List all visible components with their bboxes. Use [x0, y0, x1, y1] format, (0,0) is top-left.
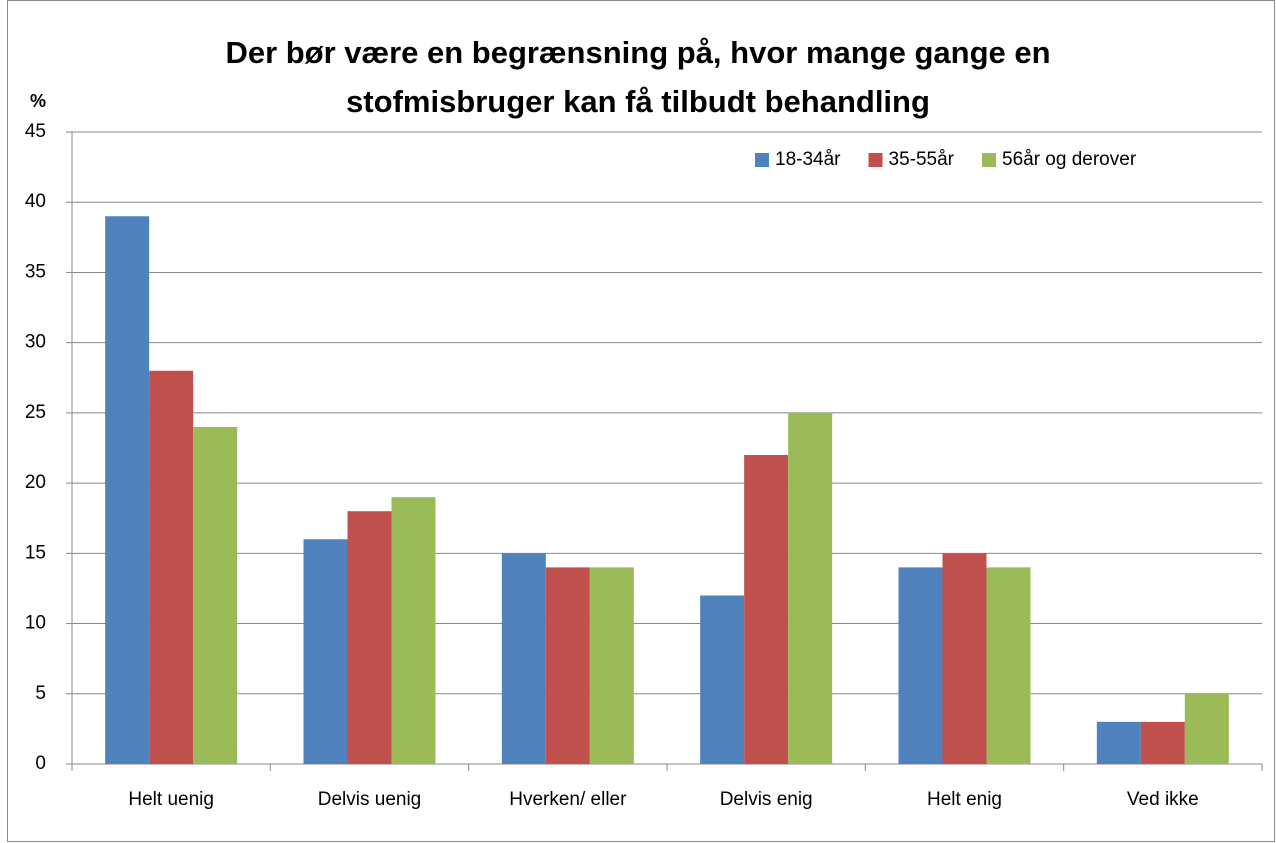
bar	[898, 567, 943, 764]
bar	[700, 595, 745, 764]
bar	[303, 539, 348, 764]
legend-swatch	[982, 153, 996, 167]
y-tick-label: 30	[25, 332, 46, 353]
bar	[589, 567, 634, 764]
bar	[1184, 693, 1229, 764]
bar	[545, 567, 590, 764]
x-tick-label: Hverken/ eller	[509, 789, 627, 810]
y-tick-label: 15	[25, 542, 46, 563]
chart-title: stofmisbruger kan få tilbudt behandling	[346, 84, 930, 119]
y-tick-label: 25	[25, 402, 46, 423]
bar	[1096, 721, 1141, 764]
y-tick-label: 45	[25, 121, 46, 142]
legend-label: 35-55år	[889, 149, 955, 170]
legend-swatch	[868, 153, 883, 167]
bar	[986, 567, 1031, 764]
y-tick-label: 40	[25, 191, 46, 212]
bar	[1140, 721, 1185, 764]
bar	[744, 455, 789, 764]
bar	[391, 497, 436, 764]
bar	[149, 370, 194, 764]
bar	[942, 553, 987, 764]
y-tick-label: 0	[35, 753, 46, 774]
bar	[347, 511, 392, 764]
y-tick-label: 35	[25, 261, 46, 282]
x-tick-label: Ved ikke	[1127, 789, 1199, 810]
y-axis-label: %	[30, 91, 46, 111]
bar	[788, 412, 833, 764]
legend-swatch	[755, 153, 769, 167]
y-tick-label: 10	[25, 613, 46, 634]
bar	[193, 426, 238, 764]
x-tick-label: Helt uenig	[128, 789, 214, 810]
chart-title: Der bør være en begrænsning på, hvor man…	[225, 35, 1050, 70]
y-tick-label: 20	[25, 472, 46, 493]
legend-label: 56år og derover	[1002, 149, 1137, 170]
x-tick-label: Delvis uenig	[318, 789, 422, 810]
y-tick-label: 5	[35, 683, 46, 704]
x-tick-label: Delvis enig	[720, 789, 813, 810]
x-tick-label: Helt enig	[927, 789, 1002, 810]
legend-label: 18-34år	[775, 149, 841, 170]
bar	[105, 216, 150, 764]
bar	[501, 553, 546, 764]
